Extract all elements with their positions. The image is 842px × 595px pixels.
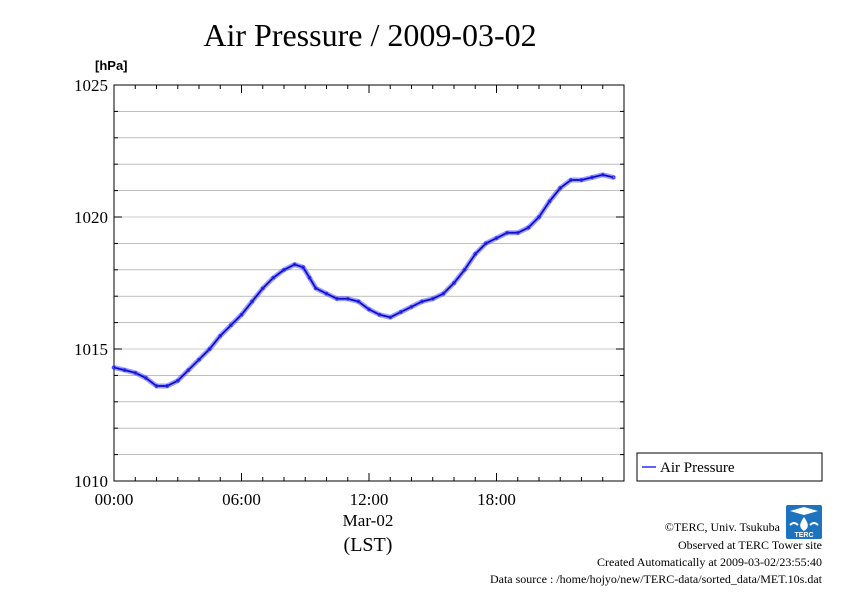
footer-observed: Observed at TERC Tower site: [678, 538, 822, 552]
data-point: [420, 299, 424, 304]
svg-text:TERC: TERC: [794, 532, 813, 539]
chart-title: Air Pressure / 2009-03-02: [203, 17, 536, 53]
data-point: [611, 175, 616, 180]
grid: [114, 111, 624, 455]
data-point: [292, 262, 297, 267]
data-point: [367, 307, 371, 312]
terc-logo: TERC: [786, 505, 822, 539]
y-unit-label: [hPa]: [95, 58, 128, 73]
data-point: [494, 236, 499, 240]
series-layer: [111, 172, 616, 389]
data-point: [430, 296, 435, 301]
data-point: [600, 172, 605, 177]
legend: Air Pressure: [636, 452, 823, 482]
series-line: [113, 173, 614, 387]
data-point: [197, 357, 201, 362]
data-point: [282, 267, 286, 272]
x-tick-label: 12:00: [350, 490, 389, 509]
data-point: [345, 296, 350, 301]
data-point: [388, 315, 393, 320]
data-point: [547, 199, 552, 204]
series-center: [113, 174, 614, 387]
x-axis-title: (LST): [344, 534, 393, 556]
data-point: [356, 299, 361, 304]
y-tick-label: 1015: [74, 340, 108, 359]
data-point: [122, 368, 127, 372]
data-point: [314, 286, 318, 291]
data-point: [307, 275, 312, 280]
data-point: [569, 178, 573, 182]
data-point: [324, 291, 329, 296]
legend-label: Air Pressure: [660, 460, 735, 476]
y-tick-label: 1025: [74, 76, 108, 95]
data-point: [537, 215, 541, 219]
data-point: [175, 378, 180, 383]
data-point: [207, 347, 212, 351]
data-point: [154, 384, 159, 388]
data-point: [112, 365, 116, 370]
data-point: [335, 296, 339, 301]
data-point: [558, 186, 563, 190]
data-point: [377, 312, 382, 317]
data-point: [229, 323, 233, 328]
footer-source: Data source : /home/hojyo/new/TERC-data/…: [490, 572, 823, 586]
x-tick-label: 00:00: [95, 490, 134, 509]
data-point: [515, 230, 520, 235]
data-point: [239, 312, 244, 317]
data-point: [473, 252, 478, 256]
data-point: [144, 376, 148, 380]
data-point: [301, 265, 305, 270]
data-point: [218, 333, 223, 338]
data-point: [399, 310, 403, 314]
plot-frame: [113, 84, 625, 482]
footer-created: Created Automatically at 2009-03-02/23:5…: [597, 555, 822, 569]
footer-copyright: ©TERC, Univ. Tsukuba: [665, 520, 781, 534]
x-tick-label: 06:00: [222, 490, 261, 509]
data-point: [133, 370, 138, 375]
data-point: [165, 384, 169, 388]
x-tick-label: 18:00: [477, 490, 516, 509]
y-tick-label: 1010: [74, 472, 108, 491]
data-point: [271, 275, 276, 280]
data-point: [484, 241, 488, 246]
series-band: [111, 172, 616, 389]
data-point: [409, 304, 414, 309]
data-point: [590, 175, 594, 180]
x-axis-date-label: Mar-02: [343, 511, 394, 530]
axes: 1010 1015 1020 1025 00:00 06:00 12:00 18:00: [74, 76, 625, 509]
data-point: [462, 267, 467, 272]
data-point: [441, 291, 446, 296]
data-point: [186, 368, 191, 372]
legend-box: [636, 452, 823, 482]
data-point: [452, 281, 456, 285]
data-point: [250, 299, 254, 304]
data-point: [526, 225, 531, 230]
data-point: [505, 230, 509, 235]
y-tick-label: 1020: [74, 208, 108, 227]
data-point: [260, 286, 265, 291]
data-point: [579, 178, 584, 182]
